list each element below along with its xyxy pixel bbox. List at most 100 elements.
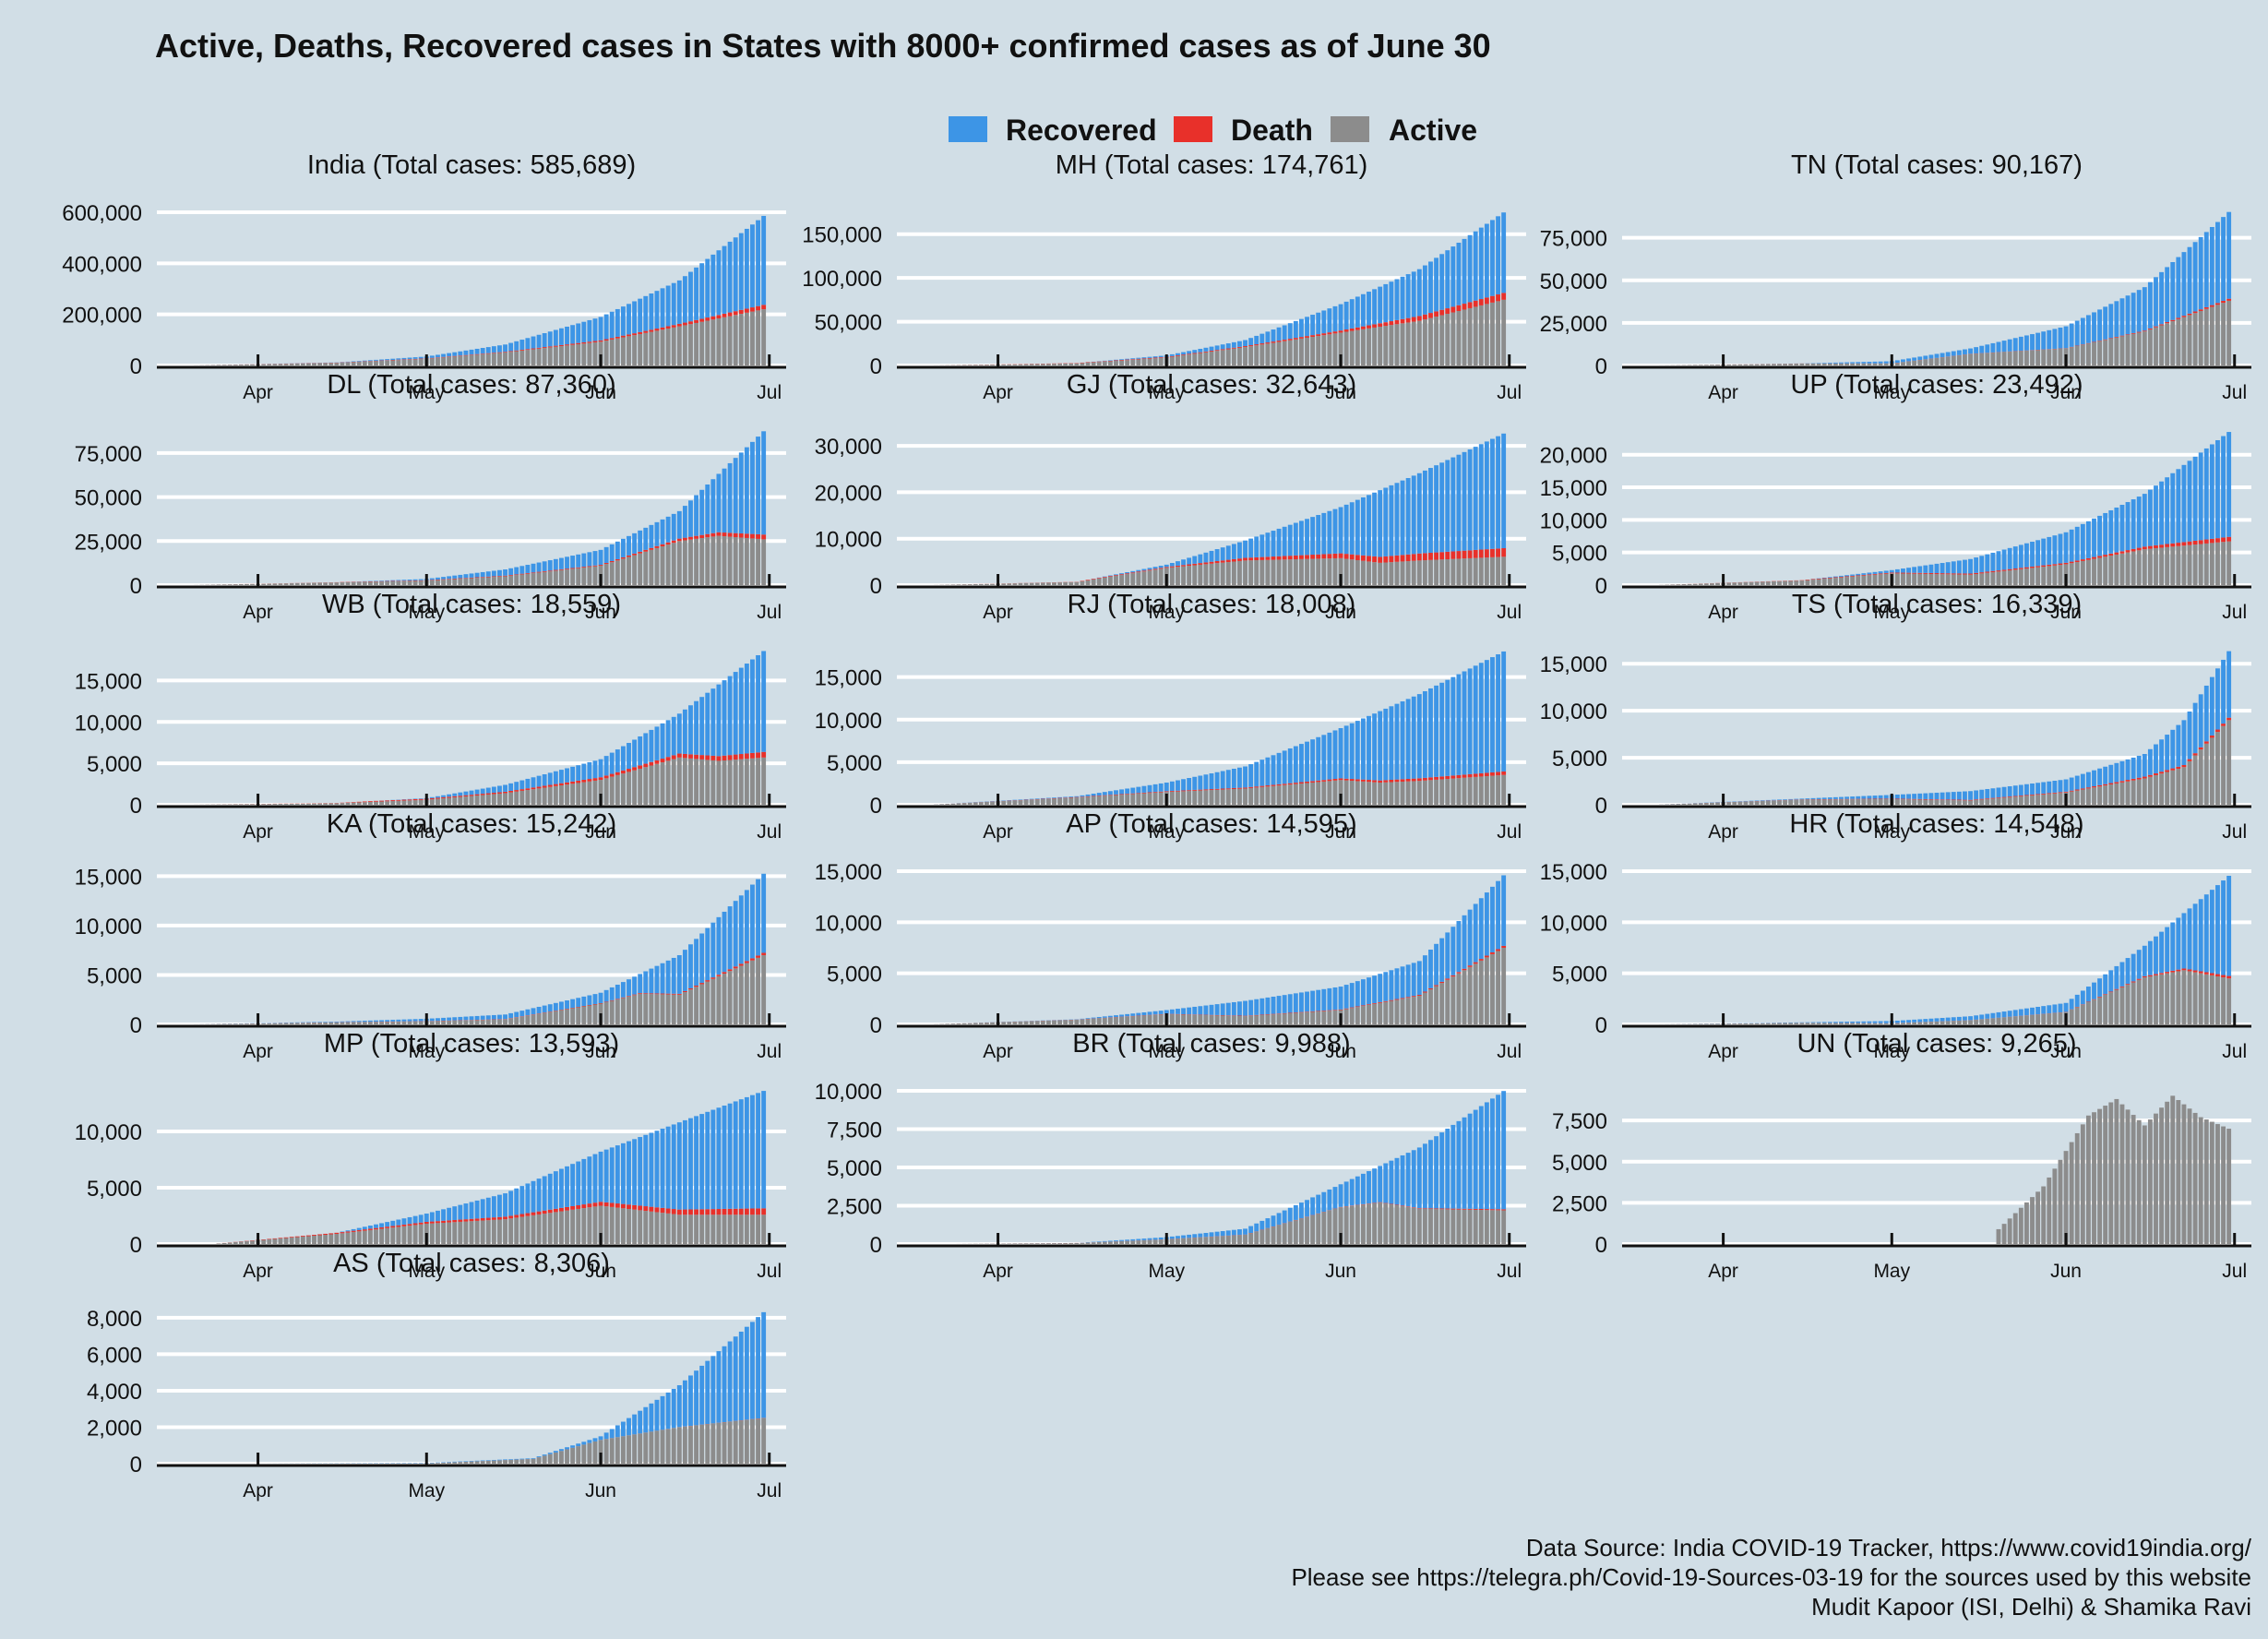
bar-active	[643, 993, 649, 1024]
bar-death	[1478, 772, 1484, 777]
bar-death	[1484, 549, 1489, 558]
bar-death	[660, 1207, 665, 1214]
bar-active	[620, 558, 626, 585]
legend-swatch-recovered	[949, 116, 987, 142]
bar-active	[1254, 560, 1259, 585]
bar-recovered	[727, 1103, 733, 1209]
bar-active	[649, 994, 654, 1024]
bar-recovered	[1963, 791, 1967, 800]
bar-death	[1259, 785, 1265, 787]
bar-active	[565, 784, 569, 805]
bar-active	[627, 556, 631, 585]
bar-recovered	[671, 1388, 676, 1429]
bar-death	[694, 319, 699, 323]
bar-active	[2085, 788, 2091, 805]
y-tick-label: 30,000	[815, 435, 882, 460]
bar-active	[1709, 1023, 1714, 1024]
bar-recovered	[474, 1200, 480, 1219]
bar-active	[328, 1022, 334, 1024]
bar-active	[2147, 548, 2153, 585]
bar-recovered	[1861, 796, 1867, 799]
bar-recovered	[1293, 746, 1298, 784]
bar-active	[2080, 560, 2085, 585]
bar-recovered	[1467, 1113, 1473, 1209]
y-tick-label: 200,000	[62, 304, 142, 329]
bar-active	[1271, 342, 1276, 365]
bar-recovered	[1130, 1238, 1136, 1241]
bar-death	[1389, 556, 1394, 563]
bar-death	[1209, 561, 1214, 564]
bar-recovered	[1198, 1233, 1203, 1238]
bar-active	[676, 757, 682, 805]
bar-recovered	[374, 359, 378, 361]
bar-active	[1383, 562, 1389, 585]
bar-active	[1282, 784, 1287, 805]
bar-active	[654, 1430, 660, 1464]
bar-death	[1187, 790, 1192, 792]
bar-active	[334, 1234, 340, 1244]
bar-active	[2030, 568, 2035, 585]
bar-active	[1416, 781, 1422, 805]
bar-death	[688, 1209, 693, 1215]
bar-recovered	[1434, 1136, 1439, 1209]
bar-death	[1956, 799, 1962, 801]
bar-recovered	[1192, 1234, 1198, 1238]
bar-active	[1434, 986, 1439, 1024]
bar-active	[558, 569, 564, 585]
bar-active	[2131, 780, 2136, 805]
bar-active	[2192, 1112, 2198, 1244]
bar-active	[1107, 1241, 1113, 1244]
bar-recovered	[1091, 794, 1096, 796]
bar-active	[1192, 1238, 1198, 1244]
bar-recovered	[480, 571, 485, 578]
bar-active	[1777, 364, 1782, 365]
bar-active	[1220, 1236, 1225, 1244]
bar-active	[305, 1236, 311, 1244]
bar-active	[688, 758, 693, 805]
bar-recovered	[694, 267, 699, 320]
bar-active	[1478, 305, 1484, 365]
bar-active	[1231, 561, 1236, 585]
bar-death	[1316, 334, 1321, 337]
bar-recovered	[536, 1456, 542, 1458]
bar-recovered	[570, 325, 576, 344]
bar-active	[1029, 1021, 1034, 1024]
bar-active	[497, 1219, 502, 1244]
bar-active	[1777, 1023, 1782, 1024]
bar-active	[1209, 1237, 1214, 1244]
bar-death	[671, 325, 676, 328]
bar-active	[1181, 355, 1186, 365]
bar-recovered	[615, 749, 620, 772]
bar-death	[396, 799, 401, 801]
bar-death	[1810, 579, 1816, 580]
bar-active	[1119, 1016, 1125, 1024]
bar-active	[1231, 348, 1236, 365]
bar-active	[250, 583, 255, 585]
bar-active	[1737, 582, 1743, 585]
bar-active	[638, 993, 643, 1024]
bar-recovered	[1985, 344, 1990, 353]
bar-recovered	[1821, 797, 1827, 799]
bar-death	[2131, 548, 2136, 552]
bar-active	[547, 347, 553, 365]
bar-active	[2047, 349, 2052, 365]
bar-recovered	[1287, 524, 1293, 556]
bar-recovered	[1428, 261, 1433, 314]
bar-death	[407, 1224, 412, 1226]
bar-recovered	[2209, 676, 2214, 736]
x-tick-label: Jul	[1497, 1041, 1522, 1062]
bar-recovered	[565, 556, 569, 569]
bar-recovered	[1400, 966, 1405, 999]
bar-recovered	[2023, 784, 2029, 796]
bar-recovered	[1125, 358, 1130, 360]
bar-recovered	[699, 697, 705, 756]
bar-active	[2023, 568, 2029, 585]
bar-active	[1355, 1205, 1360, 1244]
bar-recovered	[1923, 565, 1928, 573]
y-tick-label: 15,000	[1540, 652, 1607, 677]
bar-recovered	[463, 350, 469, 355]
bar-recovered	[2001, 1011, 2007, 1018]
bar-active	[2192, 313, 2198, 365]
bar-death	[447, 356, 452, 357]
bar-active	[615, 1207, 620, 1244]
